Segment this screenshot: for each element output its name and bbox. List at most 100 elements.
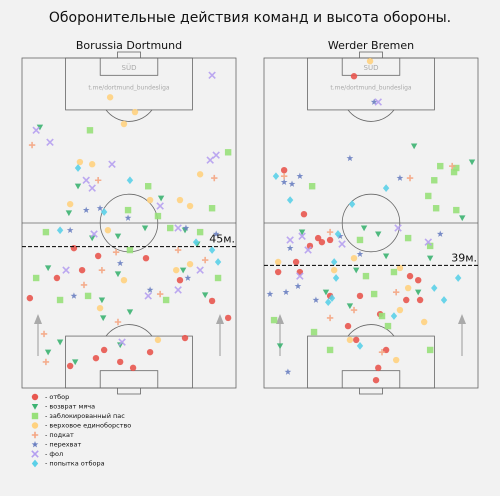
panel-title: Borussia Dortmund — [76, 39, 182, 52]
marker — [114, 318, 122, 326]
legend-label: - подкат — [45, 431, 74, 439]
marker — [196, 266, 204, 274]
marker — [124, 206, 132, 214]
penalty-arc — [105, 324, 153, 337]
arrow-head — [216, 314, 224, 324]
marker — [192, 238, 200, 247]
marker — [167, 224, 174, 232]
marker — [350, 306, 358, 314]
marker — [32, 126, 40, 135]
legend-marker — [31, 440, 39, 448]
marker — [366, 57, 374, 65]
marker — [325, 298, 332, 307]
marker — [454, 274, 462, 282]
marker — [98, 266, 106, 274]
marker — [378, 348, 386, 356]
marker — [274, 268, 282, 276]
marker — [96, 204, 104, 212]
watermark: t.me/dortmund_bundesliga — [88, 85, 170, 92]
marker — [353, 336, 360, 344]
marker — [396, 306, 404, 314]
defense-label: 45м. — [209, 233, 235, 246]
marker — [126, 246, 134, 254]
marker — [146, 348, 154, 356]
marker — [88, 184, 96, 192]
marker — [416, 296, 424, 304]
marker — [157, 195, 165, 202]
marker — [330, 258, 338, 266]
marker — [436, 230, 444, 237]
marker — [338, 240, 346, 248]
center-circle — [341, 193, 401, 253]
marker — [74, 164, 82, 172]
marker — [94, 177, 102, 184]
marker — [382, 184, 390, 192]
marker — [36, 124, 44, 131]
marker — [374, 98, 383, 106]
marker — [66, 362, 74, 370]
penalty-arc — [347, 109, 395, 122]
marker — [156, 290, 164, 298]
marker — [90, 230, 98, 238]
marker — [396, 174, 404, 181]
marker — [280, 178, 288, 185]
penalty-arc — [347, 324, 395, 337]
pitch — [21, 51, 237, 395]
marker — [437, 162, 444, 170]
marker — [126, 309, 134, 316]
marker — [99, 315, 107, 322]
marker — [181, 334, 189, 342]
marker — [74, 183, 82, 190]
marker — [326, 228, 334, 236]
marker — [146, 196, 154, 204]
marker — [450, 168, 458, 176]
marker — [224, 149, 232, 156]
goal — [117, 387, 141, 395]
marker — [304, 246, 312, 254]
marker — [415, 289, 422, 296]
marker — [208, 297, 216, 305]
marker — [114, 271, 122, 278]
marker — [448, 162, 456, 170]
marker — [286, 244, 294, 251]
marker — [100, 208, 108, 216]
marker — [280, 172, 288, 180]
penalty-area — [307, 335, 435, 389]
marker — [292, 258, 300, 266]
marker — [162, 296, 170, 304]
legend-label: - фол — [45, 450, 63, 458]
marker — [286, 236, 294, 244]
marker — [70, 292, 78, 299]
marker — [314, 234, 322, 242]
marker — [114, 233, 122, 240]
marker — [201, 292, 209, 299]
marker — [431, 284, 438, 292]
marker — [350, 255, 358, 262]
panel-title: Werder Bremen — [328, 39, 414, 52]
marker — [208, 71, 216, 80]
marker — [129, 364, 137, 372]
marker — [214, 258, 222, 266]
marker — [78, 266, 86, 274]
marker — [308, 183, 316, 190]
marker — [176, 277, 184, 284]
marker — [404, 284, 412, 292]
marker — [318, 238, 326, 246]
legend-marker — [31, 412, 39, 420]
marker — [382, 253, 390, 260]
marker — [65, 210, 73, 217]
marker — [346, 336, 354, 344]
watermark: SÜD — [122, 63, 137, 72]
marker — [406, 174, 414, 182]
marker — [370, 290, 378, 298]
marker — [336, 232, 344, 240]
marker — [124, 214, 132, 221]
marker — [118, 338, 126, 346]
legend-label: - перехват — [45, 441, 81, 449]
chart-title: Оборонительные действия команд и высота … — [49, 10, 451, 26]
marker — [286, 196, 294, 204]
marker — [154, 212, 162, 220]
marker — [144, 183, 152, 190]
marker — [266, 290, 274, 297]
marker — [174, 286, 182, 294]
